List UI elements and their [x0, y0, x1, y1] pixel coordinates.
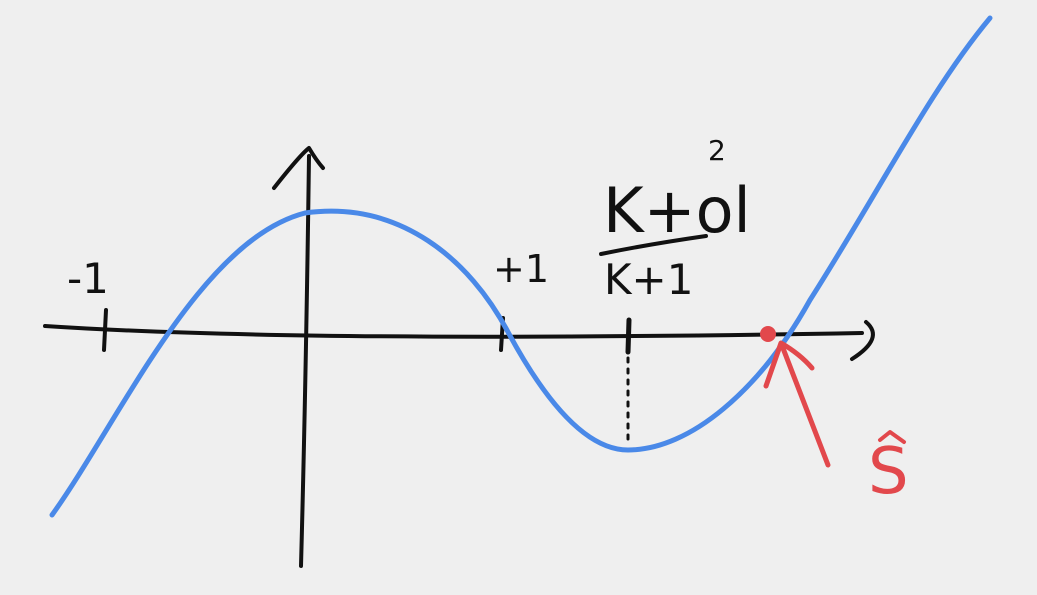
fraction-bar	[599, 234, 708, 256]
label-minus-one: -1	[67, 254, 109, 303]
label-s: S	[868, 435, 909, 509]
y-axis-arrowhead	[272, 146, 325, 190]
blue-curve	[49, 15, 993, 518]
y-axis-line	[299, 154, 311, 568]
tick-minus-one	[102, 308, 108, 352]
label-plus-one: +1	[493, 247, 549, 291]
red-annotation-arrow	[763, 340, 831, 468]
tick-minimum	[625, 317, 632, 355]
label-exponent: 2	[708, 134, 726, 167]
label-denominator: K+1	[604, 255, 693, 304]
label-numerator: K+ol	[603, 174, 751, 247]
x-axis-line	[43, 324, 864, 339]
s-label-hacek	[878, 430, 906, 444]
red-root-point	[760, 326, 776, 342]
x-axis-arrowhead	[850, 320, 875, 361]
